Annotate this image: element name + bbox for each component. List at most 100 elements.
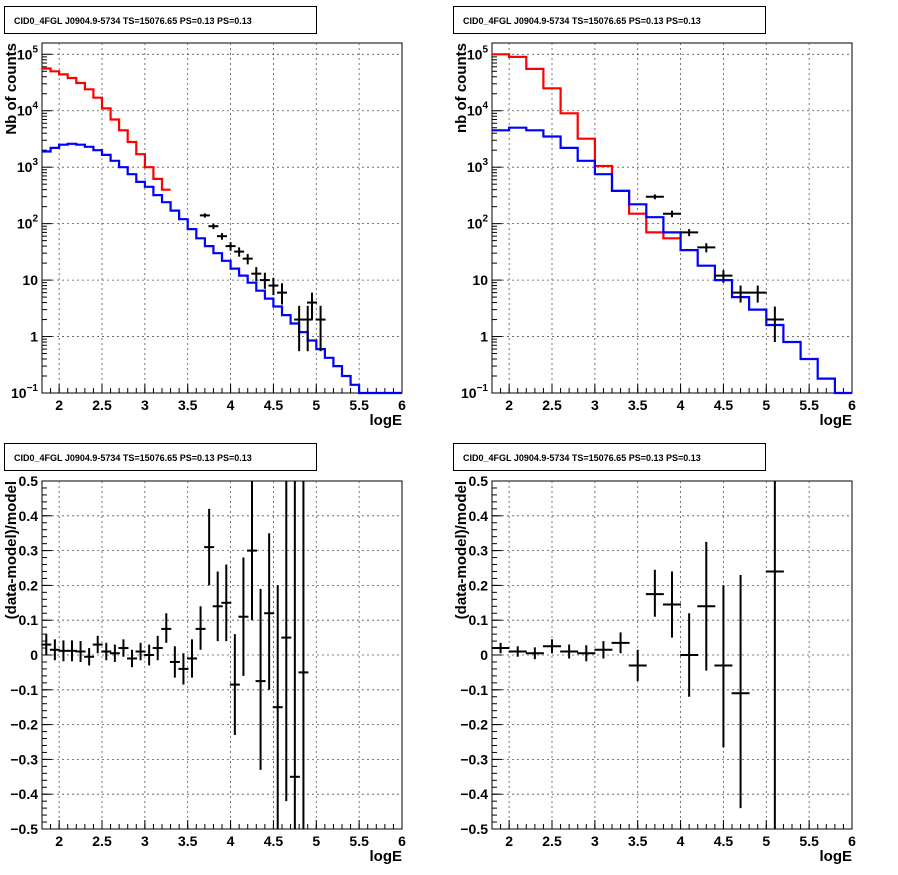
- data-point: [234, 247, 245, 257]
- y-tick-label: 1: [30, 329, 38, 345]
- data-point: [178, 653, 189, 685]
- data-point: [127, 649, 137, 668]
- x-tick-label: 2: [55, 397, 63, 413]
- y-tick-label: 103: [17, 157, 39, 175]
- x-tick-label: 3.5: [628, 397, 648, 413]
- data-point: [204, 508, 215, 586]
- y-axis-label: nb of counts: [453, 43, 470, 133]
- chart-title-top-right: CID0_4FGL J0904.9-5734 TS=15076.65 PS=0.…: [453, 6, 766, 34]
- x-tick-label: 5: [312, 397, 320, 413]
- data-point: [577, 645, 596, 662]
- data-point: [229, 634, 240, 736]
- x-tick-label: 5.5: [349, 833, 369, 849]
- data-point: [645, 569, 664, 617]
- data-point: [212, 571, 223, 642]
- x-tick-label: 4: [227, 397, 235, 413]
- x-axis-label: logE: [820, 848, 853, 865]
- x-tick-label: 2.5: [542, 833, 562, 849]
- data-point: [731, 285, 750, 303]
- x-tick-label: 3.5: [178, 833, 198, 849]
- y-tick-label: 10: [472, 272, 488, 288]
- data-point: [277, 283, 287, 305]
- y-tick-label: 0: [480, 647, 488, 663]
- x-tick-label: 4: [677, 397, 685, 413]
- data-point: [714, 585, 733, 748]
- data-point: [307, 292, 317, 320]
- data-point: [663, 210, 681, 218]
- data-point: [221, 564, 232, 642]
- y-axis-label: (data-model)/model: [453, 481, 470, 619]
- data-point: [195, 606, 206, 650]
- y-tick-label: 105: [17, 44, 39, 62]
- data-point: [187, 639, 197, 678]
- data-point: [247, 481, 257, 621]
- data-point: [152, 635, 163, 661]
- x-tick-label: 3.5: [628, 833, 648, 849]
- data-point: [251, 267, 262, 282]
- data-point: [67, 640, 77, 662]
- y-tick-label: −0.2: [460, 717, 488, 733]
- y-tick-label: 103: [467, 157, 489, 175]
- data-point: [680, 613, 699, 697]
- x-tick-label: 3.5: [178, 397, 198, 413]
- y-tick-label: 0.3: [19, 543, 39, 559]
- y-tick-label: 10−1: [461, 383, 488, 401]
- data-point: [225, 242, 236, 251]
- data-point: [611, 632, 630, 654]
- y-tick-label: −0.3: [460, 751, 488, 767]
- data-point: [264, 533, 275, 690]
- data-point: [298, 481, 309, 829]
- data-point: [697, 541, 716, 671]
- y-tick-label: 0.5: [469, 473, 489, 489]
- y-tick-label: 102: [467, 214, 489, 232]
- y-tick-label: 105: [467, 44, 489, 62]
- chart-title-bottom-left: CID0_4FGL J0904.9-5734 TS=15076.65 PS=0.…: [4, 443, 317, 471]
- plot-frame: [491, 42, 853, 394]
- x-axis-label: logE: [370, 848, 403, 865]
- model-histogram-series-0: [42, 67, 171, 191]
- chart-panel-2: 2 2.5 3 3.5 4 4.5 5 5.5 6 −0.5 −0.4 −0.3 −0.2 −0.1 0 0.…: [3, 473, 406, 865]
- data-point: [748, 285, 767, 303]
- y-tick-label: 104: [17, 101, 39, 119]
- data-point: [289, 481, 300, 829]
- y-tick-label: −0.2: [10, 717, 38, 733]
- data-point: [41, 634, 52, 655]
- data-point: [272, 585, 283, 829]
- x-tick-label: 4: [677, 833, 685, 849]
- x-tick-label: 4.5: [264, 397, 284, 413]
- data-point: [543, 639, 561, 654]
- chart-panel-3: 2 2.5 3 3.5 4 4.5 5 5.5 6 −0.5 −0.4 −0.3 −0.2 −0.1 0 0.…: [453, 473, 856, 865]
- x-tick-label: 4: [227, 833, 235, 849]
- x-tick-label: 6: [848, 833, 856, 849]
- data-point: [242, 253, 253, 265]
- data-point: [560, 644, 579, 659]
- x-tick-label: 5.5: [799, 833, 819, 849]
- x-tick-label: 6: [848, 397, 856, 413]
- data-point: [255, 588, 266, 770]
- data-point: [525, 647, 544, 660]
- data-point: [169, 646, 180, 678]
- x-tick-label: 3: [141, 397, 149, 413]
- y-tick-label: 0.1: [19, 612, 39, 628]
- model-histogram-series-1: [42, 142, 402, 395]
- data-point: [315, 305, 326, 352]
- y-tick-label: 0.2: [469, 577, 489, 593]
- data-point: [294, 305, 305, 352]
- data-point: [281, 481, 292, 802]
- y-tick-label: 0.5: [19, 473, 39, 489]
- x-tick-label: 3: [591, 833, 599, 849]
- data-point: [49, 639, 60, 661]
- x-tick-label: 2: [505, 833, 513, 849]
- data-point: [491, 642, 510, 654]
- data-point: [208, 223, 219, 230]
- data-point: [92, 635, 103, 654]
- data-point: [135, 642, 146, 661]
- x-tick-label: 2.5: [92, 397, 112, 413]
- chart-panel-0: 2 2.5 3 3.5 4 4.5 5 5.5 6 10−1 1 10 102 103 104 105 logE…: [3, 42, 406, 429]
- x-tick-label: 5: [762, 397, 770, 413]
- y-tick-label: −0.4: [460, 786, 488, 802]
- y-tick-label: 10: [22, 272, 38, 288]
- model-histogram-series-0: [492, 53, 681, 240]
- data-point: [259, 272, 270, 289]
